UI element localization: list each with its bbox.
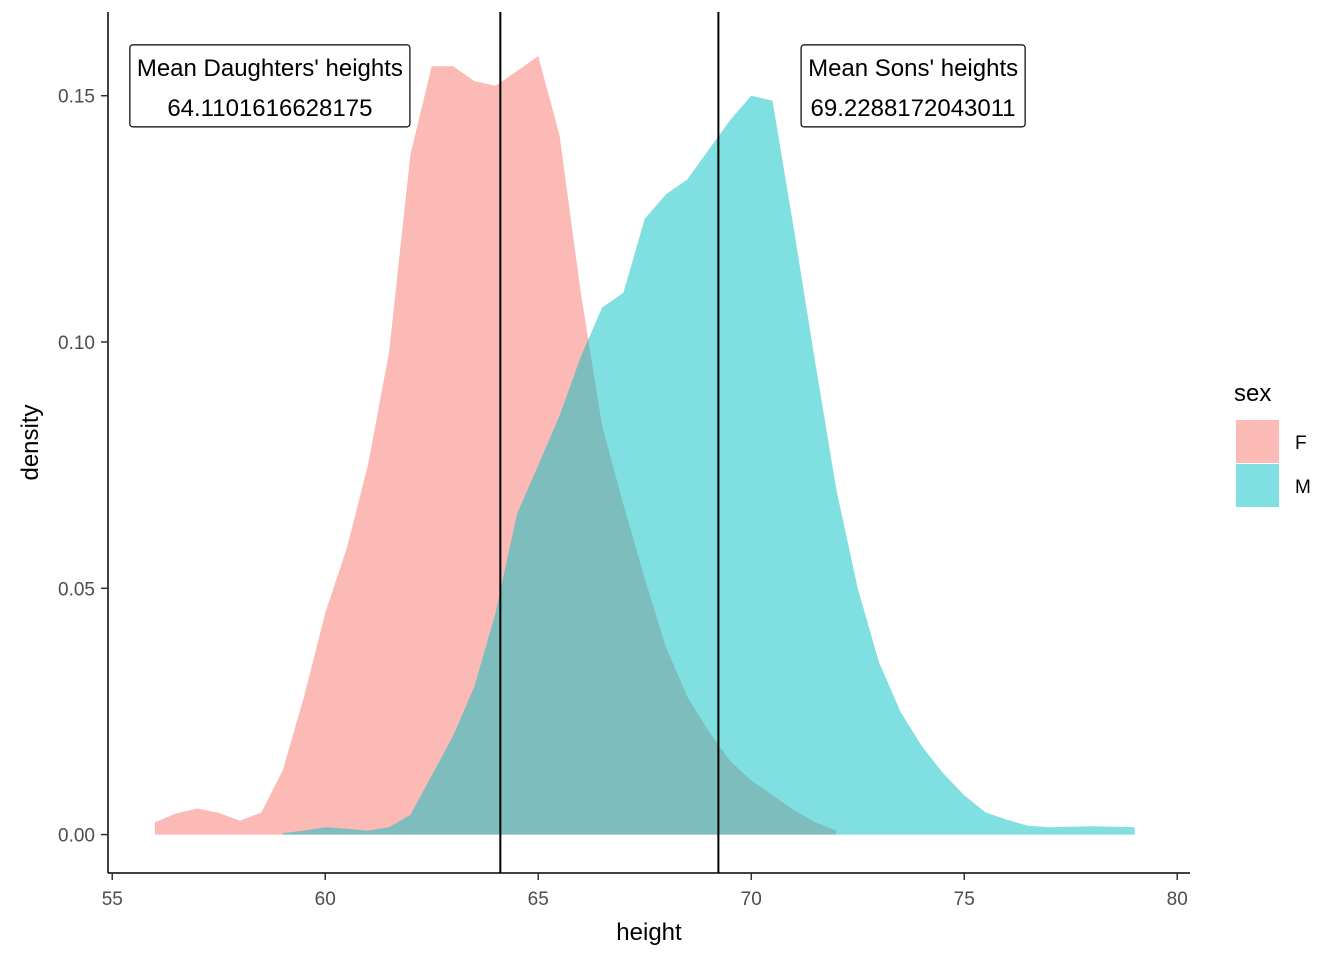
density-area-f xyxy=(154,56,837,835)
x-tick-label: 55 xyxy=(102,889,123,910)
legend-swatch-f xyxy=(1236,420,1279,463)
label-mean-daughters: Mean Daughters' heights 64.1101616628175 xyxy=(129,44,411,128)
x-axis-ticks: 55 60 65 70 75 80 xyxy=(102,873,1188,910)
y-tick-label: 0.05 xyxy=(58,579,95,600)
legend-title: sex xyxy=(1234,380,1271,407)
label-value: 64.1101616628175 xyxy=(167,95,372,122)
label-value: 69.2288172043011 xyxy=(811,95,1016,122)
x-tick-label: 75 xyxy=(954,889,975,910)
y-tick-label: 0.10 xyxy=(58,333,95,354)
x-tick-label: 70 xyxy=(741,889,762,910)
density-areas xyxy=(154,56,1135,835)
legend: sex F M xyxy=(1234,380,1311,507)
legend-label-m: M xyxy=(1295,477,1311,498)
mean-lines xyxy=(499,12,720,873)
axes xyxy=(107,12,1190,874)
label-title: Mean Sons' heights xyxy=(808,55,1018,82)
annotations: Mean Daughters' heights64.1101616628175M… xyxy=(129,44,1026,128)
y-tick-label: 0.15 xyxy=(58,87,95,108)
legend-swatch-m xyxy=(1236,464,1279,507)
y-axis-title: density xyxy=(17,404,44,480)
x-tick-label: 60 xyxy=(315,889,336,910)
legend-label-f: F xyxy=(1295,433,1307,454)
label-box xyxy=(800,44,1026,128)
y-axis-ticks: 0.00 0.05 0.10 0.15 xyxy=(58,87,108,847)
label-title: Mean Daughters' heights xyxy=(137,55,403,82)
x-axis-title: height xyxy=(616,919,682,946)
density-area-m xyxy=(282,95,1135,835)
x-tick-label: 80 xyxy=(1167,889,1188,910)
x-tick-label: 65 xyxy=(528,889,549,910)
label-mean-sons: Mean Sons' heights 69.2288172043011 xyxy=(800,44,1026,128)
y-tick-label: 0.00 xyxy=(58,826,95,847)
label-box xyxy=(129,44,411,128)
